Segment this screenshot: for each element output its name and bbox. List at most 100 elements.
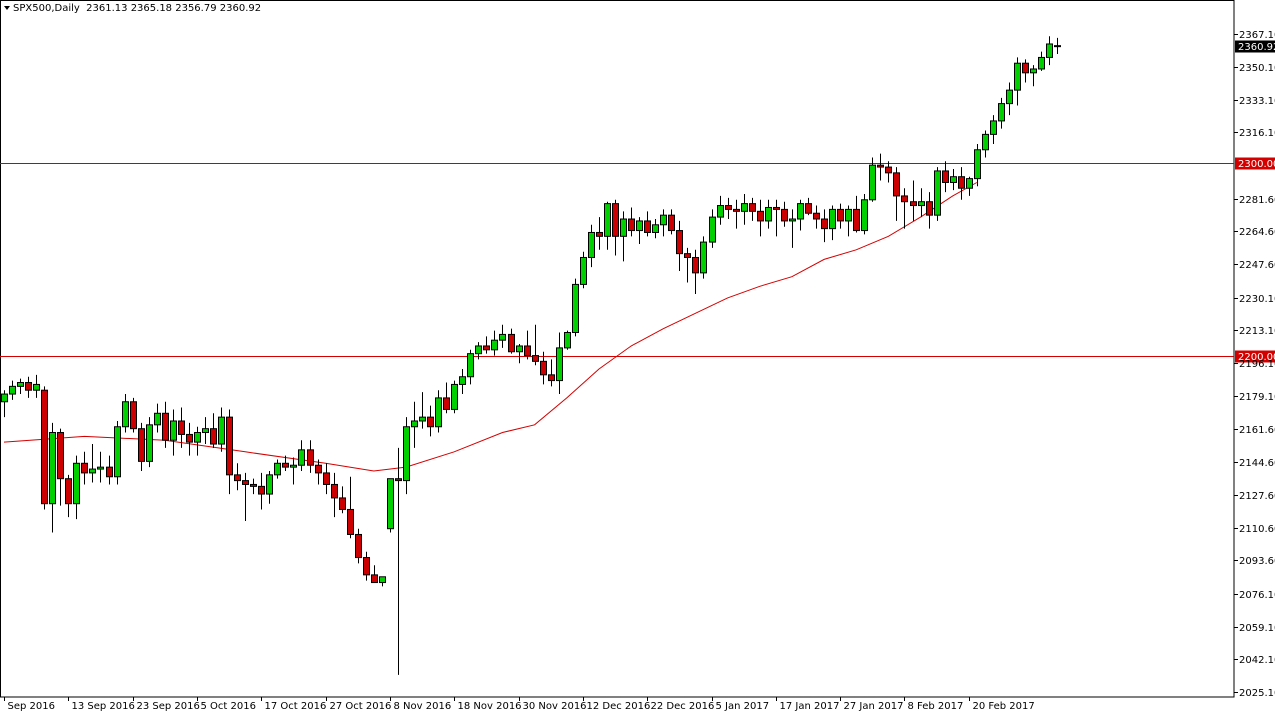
candle-body-up — [97, 466, 104, 470]
candle — [274, 459, 281, 479]
candle-body-up — [154, 412, 161, 426]
candle — [33, 374, 40, 398]
y-tick-label: 2316.10 — [1239, 128, 1275, 139]
candle — [395, 447, 402, 675]
candle-body-up — [934, 170, 941, 216]
candle-body-up — [266, 474, 273, 495]
collapse-arrow-icon[interactable] — [4, 6, 10, 10]
candle — [620, 211, 627, 262]
candle-body-up — [403, 426, 410, 482]
candle — [258, 472, 265, 510]
candle — [628, 207, 635, 237]
candle — [829, 205, 836, 241]
candle — [572, 278, 579, 337]
y-tick-label: 2161.60 — [1239, 425, 1275, 436]
candle-body-up — [491, 339, 498, 351]
candle-body-up — [451, 383, 458, 410]
candle-body-up — [387, 478, 394, 530]
candle-body-down — [725, 205, 732, 210]
candle — [363, 551, 370, 581]
candle-body-up — [17, 382, 24, 387]
candle — [298, 440, 305, 471]
candle-body-up — [379, 576, 386, 584]
candle-body-down — [508, 333, 515, 353]
candle — [89, 444, 96, 483]
candle-body-up — [636, 220, 643, 232]
candle-body-up — [516, 345, 523, 353]
candle — [765, 199, 772, 229]
candle — [194, 426, 201, 456]
candle-body-up — [861, 199, 868, 232]
candle — [73, 455, 80, 520]
candle — [508, 328, 515, 354]
candle — [725, 197, 732, 220]
candle-body-up — [765, 206, 772, 222]
candle-body-down — [106, 466, 113, 478]
candle-body-down — [692, 256, 699, 274]
candle-body-up — [990, 120, 997, 135]
x-tick-label: 5 Jan 2017 — [716, 701, 770, 712]
y-tick-label: 2059.10 — [1239, 623, 1275, 634]
candle-body-down — [242, 480, 249, 485]
candle — [371, 565, 378, 584]
candle-body-down — [821, 218, 828, 230]
candle-body-down — [1054, 45, 1061, 48]
candle — [475, 342, 482, 360]
candle-body-down — [1022, 62, 1029, 74]
x-tick-label: 12 Dec 2016 — [587, 701, 651, 712]
candle-body-down — [331, 483, 338, 499]
plot-frame — [0, 0, 1235, 698]
candle-body-up — [966, 178, 973, 189]
candle-body-down — [749, 203, 756, 212]
candle — [1022, 59, 1029, 83]
candle-body-down — [483, 345, 490, 351]
y-tick-label: 2042.10 — [1239, 655, 1275, 666]
candle — [467, 349, 474, 385]
candle-body-up — [741, 203, 748, 212]
candle — [202, 417, 209, 445]
candle — [644, 211, 651, 237]
candle — [636, 217, 643, 245]
candle — [266, 470, 273, 504]
candle-body-up — [1006, 89, 1013, 105]
y-tick-label: 2333.10 — [1239, 96, 1275, 107]
y-tick-label: 2076.10 — [1239, 590, 1275, 601]
candle-body-down — [781, 208, 788, 222]
candle-body-up — [411, 420, 418, 428]
candle — [234, 463, 241, 491]
candle-body-down — [178, 420, 185, 435]
candle — [242, 472, 249, 522]
x-tick-label: 27 Oct 2016 — [330, 701, 392, 712]
candle — [556, 332, 563, 395]
candle — [700, 236, 707, 279]
candle-body-up — [73, 462, 80, 505]
candle — [106, 455, 113, 485]
candle-body-down — [684, 253, 691, 258]
candle — [339, 486, 346, 514]
candle — [926, 192, 933, 229]
candle — [837, 203, 844, 229]
candle — [1046, 36, 1053, 66]
candle — [387, 478, 394, 533]
candle-body-down — [596, 231, 603, 237]
candle-body-down — [877, 164, 884, 168]
candle-body-down — [733, 208, 740, 212]
candle — [130, 397, 137, 433]
candle-body-up — [918, 201, 925, 207]
candle — [853, 195, 860, 233]
candle — [315, 459, 322, 485]
candle-body-down — [524, 345, 531, 357]
candle — [789, 209, 796, 248]
candle — [9, 380, 16, 400]
candle-body-down — [226, 416, 233, 476]
x-tick-label: 13 Sep 2016 — [72, 701, 135, 712]
candle — [717, 195, 724, 225]
candle-body-down — [323, 472, 330, 485]
candle — [1030, 65, 1037, 87]
candle-body-down — [628, 218, 635, 232]
candle — [684, 247, 691, 283]
candle-body-up — [564, 331, 571, 349]
candle — [57, 428, 64, 506]
candle-body-down — [258, 485, 265, 495]
